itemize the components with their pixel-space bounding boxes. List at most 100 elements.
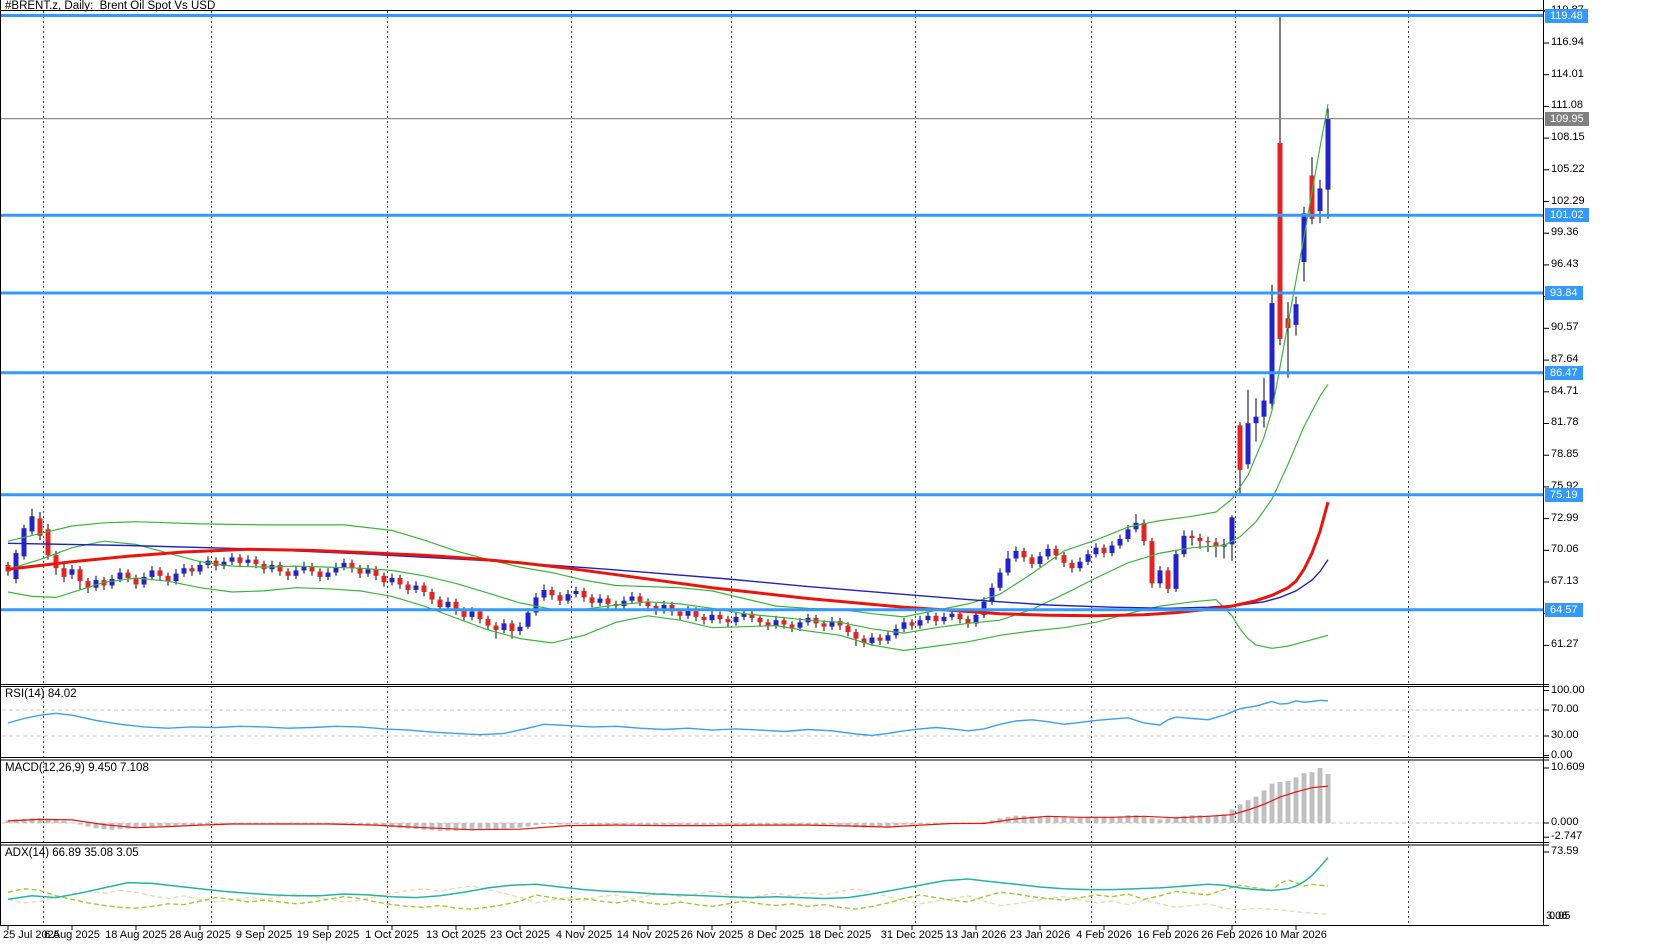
date-tick-label: 26 Feb 2026 [1201,929,1263,941]
bear-candle [1141,522,1147,542]
macd-tick-label: 0.000 [1551,816,1579,828]
adx-min-label: 0.05 [1549,910,1571,922]
bull-candle [109,579,115,586]
date-tick-label: 6 Aug 2025 [44,929,100,941]
bear-candle [421,585,427,592]
bull-candle [973,614,979,624]
bear-candle [485,619,491,626]
bull-candle [685,610,691,616]
bull-candle [1045,548,1051,557]
bull-candle [245,559,251,563]
bull-candle [597,598,603,603]
price-tick-label: 61.27 [1551,638,1579,651]
month-separators [43,11,1409,925]
bull-candle [533,597,539,613]
macd-histogram [5,768,1331,831]
price-tick-label: 67.13 [1551,574,1579,587]
price-level-badge: 101.02 [1545,208,1589,223]
rsi-pane[interactable] [2,699,1543,737]
price-tick-label: 90.57 [1551,321,1579,334]
bear-candle [189,568,195,572]
bear-candle [277,565,283,572]
adx-main-line [7,857,1329,901]
bear-candle [749,613,755,618]
bear-candle [1069,562,1075,569]
bear-candle [437,599,443,608]
bear-candle [477,611,483,620]
bear-candle [637,596,643,602]
bull-candle [901,622,907,629]
bear-candle [237,557,243,563]
price-tick-label: 81.78 [1551,416,1579,429]
price-tick-label: 105.22 [1551,162,1585,175]
adx-di-plus-line [7,879,1329,910]
price-tick-label: 99.36 [1551,226,1579,239]
bull-candle [69,569,75,575]
bear-candle [1149,541,1155,584]
main-price-pane[interactable] [0,14,1543,652]
bear-candle [781,620,787,625]
bear-candle [309,566,315,572]
price-tick-label: 72.99 [1551,511,1579,524]
bear-candle [1165,570,1171,589]
bear-candle [1205,541,1211,543]
bull-candle [1117,539,1123,546]
bear-candle [397,578,403,585]
bear-candle [605,598,611,604]
adx-indicator-label: ADX(14) 66.89 35.08 3.05 [5,847,139,859]
bear-candle [317,571,323,577]
date-tick-label: 13 Oct 2025 [426,929,486,941]
bear-candle [1197,537,1203,542]
bear-candle [61,568,67,577]
bull-candle [1293,304,1299,325]
bull-candle [525,612,531,627]
bull-candle [501,623,507,630]
date-tick-label: 13 Jan 2026 [945,929,1007,941]
bear-candle [717,614,723,620]
bear-candle [349,562,355,569]
bear-candle [861,638,867,643]
bull-candle [1269,303,1275,404]
bear-candle [845,625,851,633]
price-tick-label: 116.94 [1551,36,1584,49]
bull-candle [1125,529,1131,539]
rsi-line [7,699,1329,737]
bull-candle [389,578,395,583]
bull-candle [869,637,875,643]
price-level-badge: 75.19 [1545,487,1583,502]
date-tick-label: 18 Dec 2025 [808,929,872,941]
adx-pane[interactable] [7,857,1329,915]
bull-candle [741,613,747,617]
bollinger-upper-line [7,103,1329,618]
bull-candle [197,565,203,572]
macd-tick-label: 10.609 [1551,760,1585,773]
bull-candle [469,611,475,617]
pane-borders [0,0,1549,926]
bull-candle [1245,423,1251,465]
price-level-badge: 119.48 [1545,8,1588,23]
bear-candle [581,590,587,598]
macd-pane[interactable] [2,768,1543,831]
bear-candle [253,559,259,564]
bull-candle [949,613,955,617]
bear-candle [693,610,699,617]
date-tick-label: 25 Jul 2025 [3,929,60,941]
bull-candle [173,573,179,582]
bear-candle [37,518,43,536]
bull-candle [325,572,331,577]
date-tick-label: 14 Nov 2025 [616,929,680,941]
bear-candle [381,575,387,583]
bear-candle [357,568,363,574]
bollinger-lower-line [7,577,1329,652]
bull-candle [333,567,339,573]
bull-candle [301,566,307,571]
date-tick-label: 23 Jan 2026 [1009,929,1071,941]
bull-candle [573,590,579,595]
bear-candle [853,632,859,639]
bull-candle [733,616,739,623]
bull-candle [621,600,627,607]
bear-candle [1101,547,1107,554]
bear-candle [1237,425,1243,470]
date-tick-label: 1 Oct 2025 [365,929,419,941]
